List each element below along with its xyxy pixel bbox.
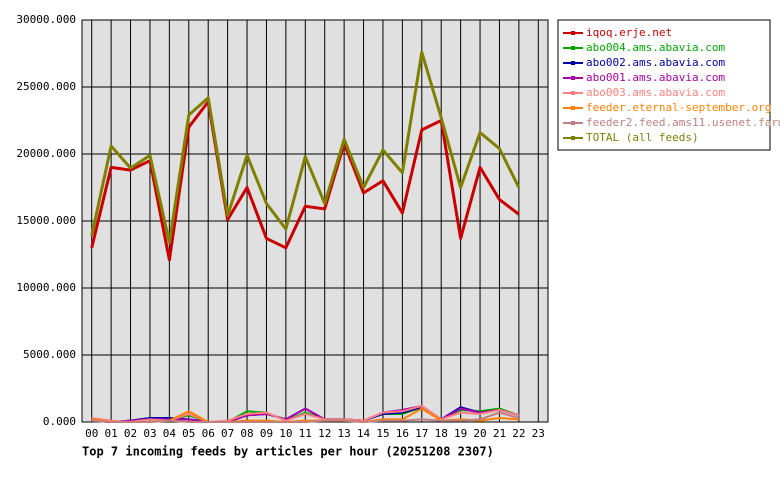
legend-marker <box>571 136 575 140</box>
legend-marker <box>571 121 575 125</box>
x-tick-label: 15 <box>376 427 389 440</box>
y-tick-label: 0.000 <box>43 415 76 428</box>
x-tick-label: 16 <box>396 427 409 440</box>
x-tick-label: 06 <box>202 427 215 440</box>
x-tick-label: 12 <box>318 427 331 440</box>
x-tick-label: 19 <box>454 427 467 440</box>
x-tick-label: 17 <box>415 427 428 440</box>
x-tick-label: 01 <box>105 427 118 440</box>
x-tick-label: 21 <box>493 427 506 440</box>
y-tick-label: 25000.000 <box>16 80 76 93</box>
chart-title: Top 7 incoming feeds by articles per hou… <box>82 445 494 459</box>
x-tick-label: 04 <box>163 427 177 440</box>
legend-label: abo001.ams.abavia.com <box>586 71 725 84</box>
x-tick-label: 05 <box>182 427 195 440</box>
y-tick-label: 10000.000 <box>16 281 76 294</box>
x-tick-label: 14 <box>357 427 371 440</box>
x-tick-label: 08 <box>240 427 253 440</box>
legend-marker <box>571 91 575 95</box>
legend-label: abo004.ams.abavia.com <box>586 41 725 54</box>
x-tick-label: 09 <box>260 427 273 440</box>
legend-marker <box>571 76 575 80</box>
x-tick-label: 23 <box>532 427 545 440</box>
x-tick-label: 02 <box>124 427 137 440</box>
series-line <box>91 411 520 423</box>
legend-label: feeder.eternal-september.org <box>586 101 771 114</box>
y-tick-label: 30000.000 <box>16 13 76 26</box>
legend <box>557 19 771 151</box>
legend-label: TOTAL (all feeds) <box>586 131 699 144</box>
legend-label: iqoq.erje.net <box>586 26 672 39</box>
legend-marker <box>571 61 575 65</box>
legend-marker <box>571 106 575 110</box>
x-tick-label: 10 <box>279 427 292 440</box>
legend-marker <box>571 31 575 35</box>
series-line <box>90 50 521 244</box>
y-tick-label: 5000.000 <box>23 348 76 361</box>
y-tick-label: 15000.000 <box>16 214 76 227</box>
legend-label: abo003.ams.abavia.com <box>586 86 725 99</box>
x-tick-label: 22 <box>512 427 525 440</box>
legend-marker <box>571 46 575 50</box>
legend-label: feeder2.feed.ams11.usenet.farm <box>586 116 780 129</box>
x-tick-label: 13 <box>338 427 351 440</box>
series-line <box>90 100 520 262</box>
legend-label: abo002.ams.abavia.com <box>586 56 725 69</box>
x-tick-label: 18 <box>435 427 448 440</box>
x-tick-label: 07 <box>221 427 234 440</box>
x-tick-label: 03 <box>143 427 156 440</box>
x-tick-label: 00 <box>85 427 98 440</box>
y-tick-label: 20000.000 <box>16 147 76 160</box>
x-tick-label: 20 <box>473 427 486 440</box>
x-tick-label: 11 <box>299 427 312 440</box>
